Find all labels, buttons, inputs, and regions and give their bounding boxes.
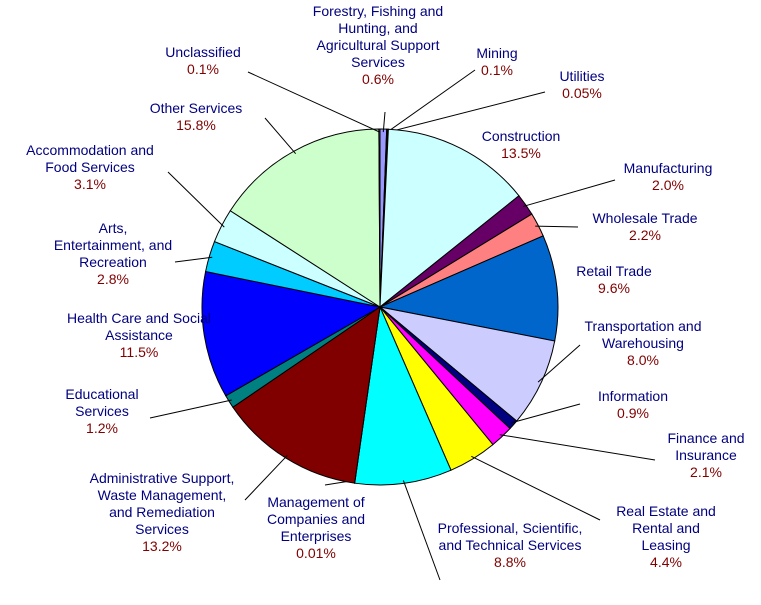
slice-label: Forestry, Fishing and Hunting, and Agric… [308, 3, 448, 88]
pie-slice [232, 305, 381, 484]
category-name: Arts, Entertainment, and Recreation [53, 220, 173, 270]
value-label: 13.5% [501, 145, 541, 161]
value-label: 13.2% [142, 538, 182, 554]
slice-label: Manufacturing 2.0% [613, 160, 723, 194]
leader-line [471, 455, 601, 521]
category-name: Construction [481, 128, 561, 144]
category-name: Forestry, Fishing and Hunting, and Agric… [312, 3, 444, 70]
category-name: Educational Services [65, 386, 139, 419]
category-name: Utilities [559, 68, 605, 84]
leader-line [402, 480, 441, 581]
slice-label: Administrative Support, Waste Management… [90, 470, 235, 555]
value-label: 3.1% [74, 176, 106, 192]
pie-slice [379, 128, 520, 309]
category-name: Administrative Support, Waste Management… [89, 470, 235, 537]
value-label: 2.0% [652, 177, 684, 193]
value-label: 11.5% [119, 344, 159, 360]
leader-line [244, 455, 288, 501]
value-label: 0.1% [481, 62, 513, 78]
slice-label: Mining 0.1% [467, 45, 527, 79]
slice-label: Educational Services 1.2% [52, 386, 152, 437]
slice-label: Management of Companies and Enterprises 0… [256, 494, 376, 562]
category-name: Wholesale Trade [592, 210, 698, 226]
slice-label: Information 0.9% [583, 388, 683, 422]
value-label: 4.4% [650, 554, 682, 570]
leader-line [264, 117, 297, 154]
value-label: 2.8% [97, 271, 129, 287]
slice-label: Wholesale Trade 2.2% [580, 210, 710, 244]
leader-line [247, 71, 380, 133]
slice-label: Unclassified 0.1% [153, 44, 253, 78]
value-label: 0.01% [296, 545, 336, 561]
category-name: Unclassified [165, 44, 241, 60]
pie-slice [354, 305, 452, 486]
category-name: Other Services [149, 100, 243, 116]
category-name: Manufacturing [623, 160, 713, 176]
value-label: 0.6% [362, 71, 394, 87]
value-label: 8.0% [627, 352, 659, 368]
leader-line [167, 171, 225, 228]
slice-label: Construction 13.5% [466, 128, 576, 162]
category-name: Real Estate and Rental and Leasing [616, 503, 716, 553]
slice-label: Professional, Scientific, and Technical … [435, 520, 585, 571]
category-name: Health Care and Social Assistance [67, 310, 211, 343]
value-label: 2.1% [690, 464, 722, 480]
pie-slice [378, 128, 381, 308]
pie-slice [201, 270, 382, 397]
slice-label: Health Care and Social Assistance 11.5% [59, 310, 219, 361]
category-name: Accommodation and Food Services [26, 142, 154, 175]
category-name: Management of Companies and Enterprises [266, 494, 366, 544]
slice-label: Utilities 0.05% [542, 68, 622, 102]
leader-line [174, 256, 213, 263]
pie-slice [229, 128, 381, 308]
leader-line [523, 179, 616, 207]
slice-label: Real Estate and Rental and Leasing 4.4% [606, 503, 726, 571]
slice-label: Accommodation and Food Services 3.1% [15, 142, 165, 193]
value-label: 1.2% [86, 420, 118, 436]
leader-line [387, 91, 546, 133]
leader-line [537, 344, 581, 383]
pie-slice [378, 235, 559, 342]
leader-line [535, 225, 579, 228]
pie-slice [379, 306, 556, 422]
category-name: Mining [476, 45, 518, 61]
value-label: 8.8% [494, 554, 526, 570]
slice-label: Other Services 15.8% [131, 100, 261, 134]
slice-label: Retail Trade 9.6% [564, 263, 664, 297]
category-name: Retail Trade [576, 263, 652, 279]
slice-label: Arts, Entertainment, and Recreation 2.8% [53, 220, 173, 288]
value-label: 0.1% [187, 61, 219, 77]
value-label: 15.8% [176, 117, 216, 133]
value-label: 9.6% [598, 280, 630, 296]
value-label: 2.2% [629, 227, 661, 243]
value-label: 0.05% [562, 85, 602, 101]
leader-line [149, 399, 232, 419]
leader-line [511, 403, 581, 424]
leader-line [499, 434, 656, 461]
slice-label: Transportation and Warehousing 8.0% [568, 318, 718, 369]
leader-line [382, 111, 386, 133]
leader-line [386, 69, 476, 133]
category-name: Finance and Insurance [667, 430, 745, 463]
category-name: Transportation and Warehousing [584, 318, 702, 351]
slice-label: Finance and Insurance 2.1% [656, 430, 756, 481]
value-label: 0.9% [617, 405, 649, 421]
category-name: Professional, Scientific, and Technical … [437, 520, 583, 553]
category-name: Information [597, 388, 669, 404]
